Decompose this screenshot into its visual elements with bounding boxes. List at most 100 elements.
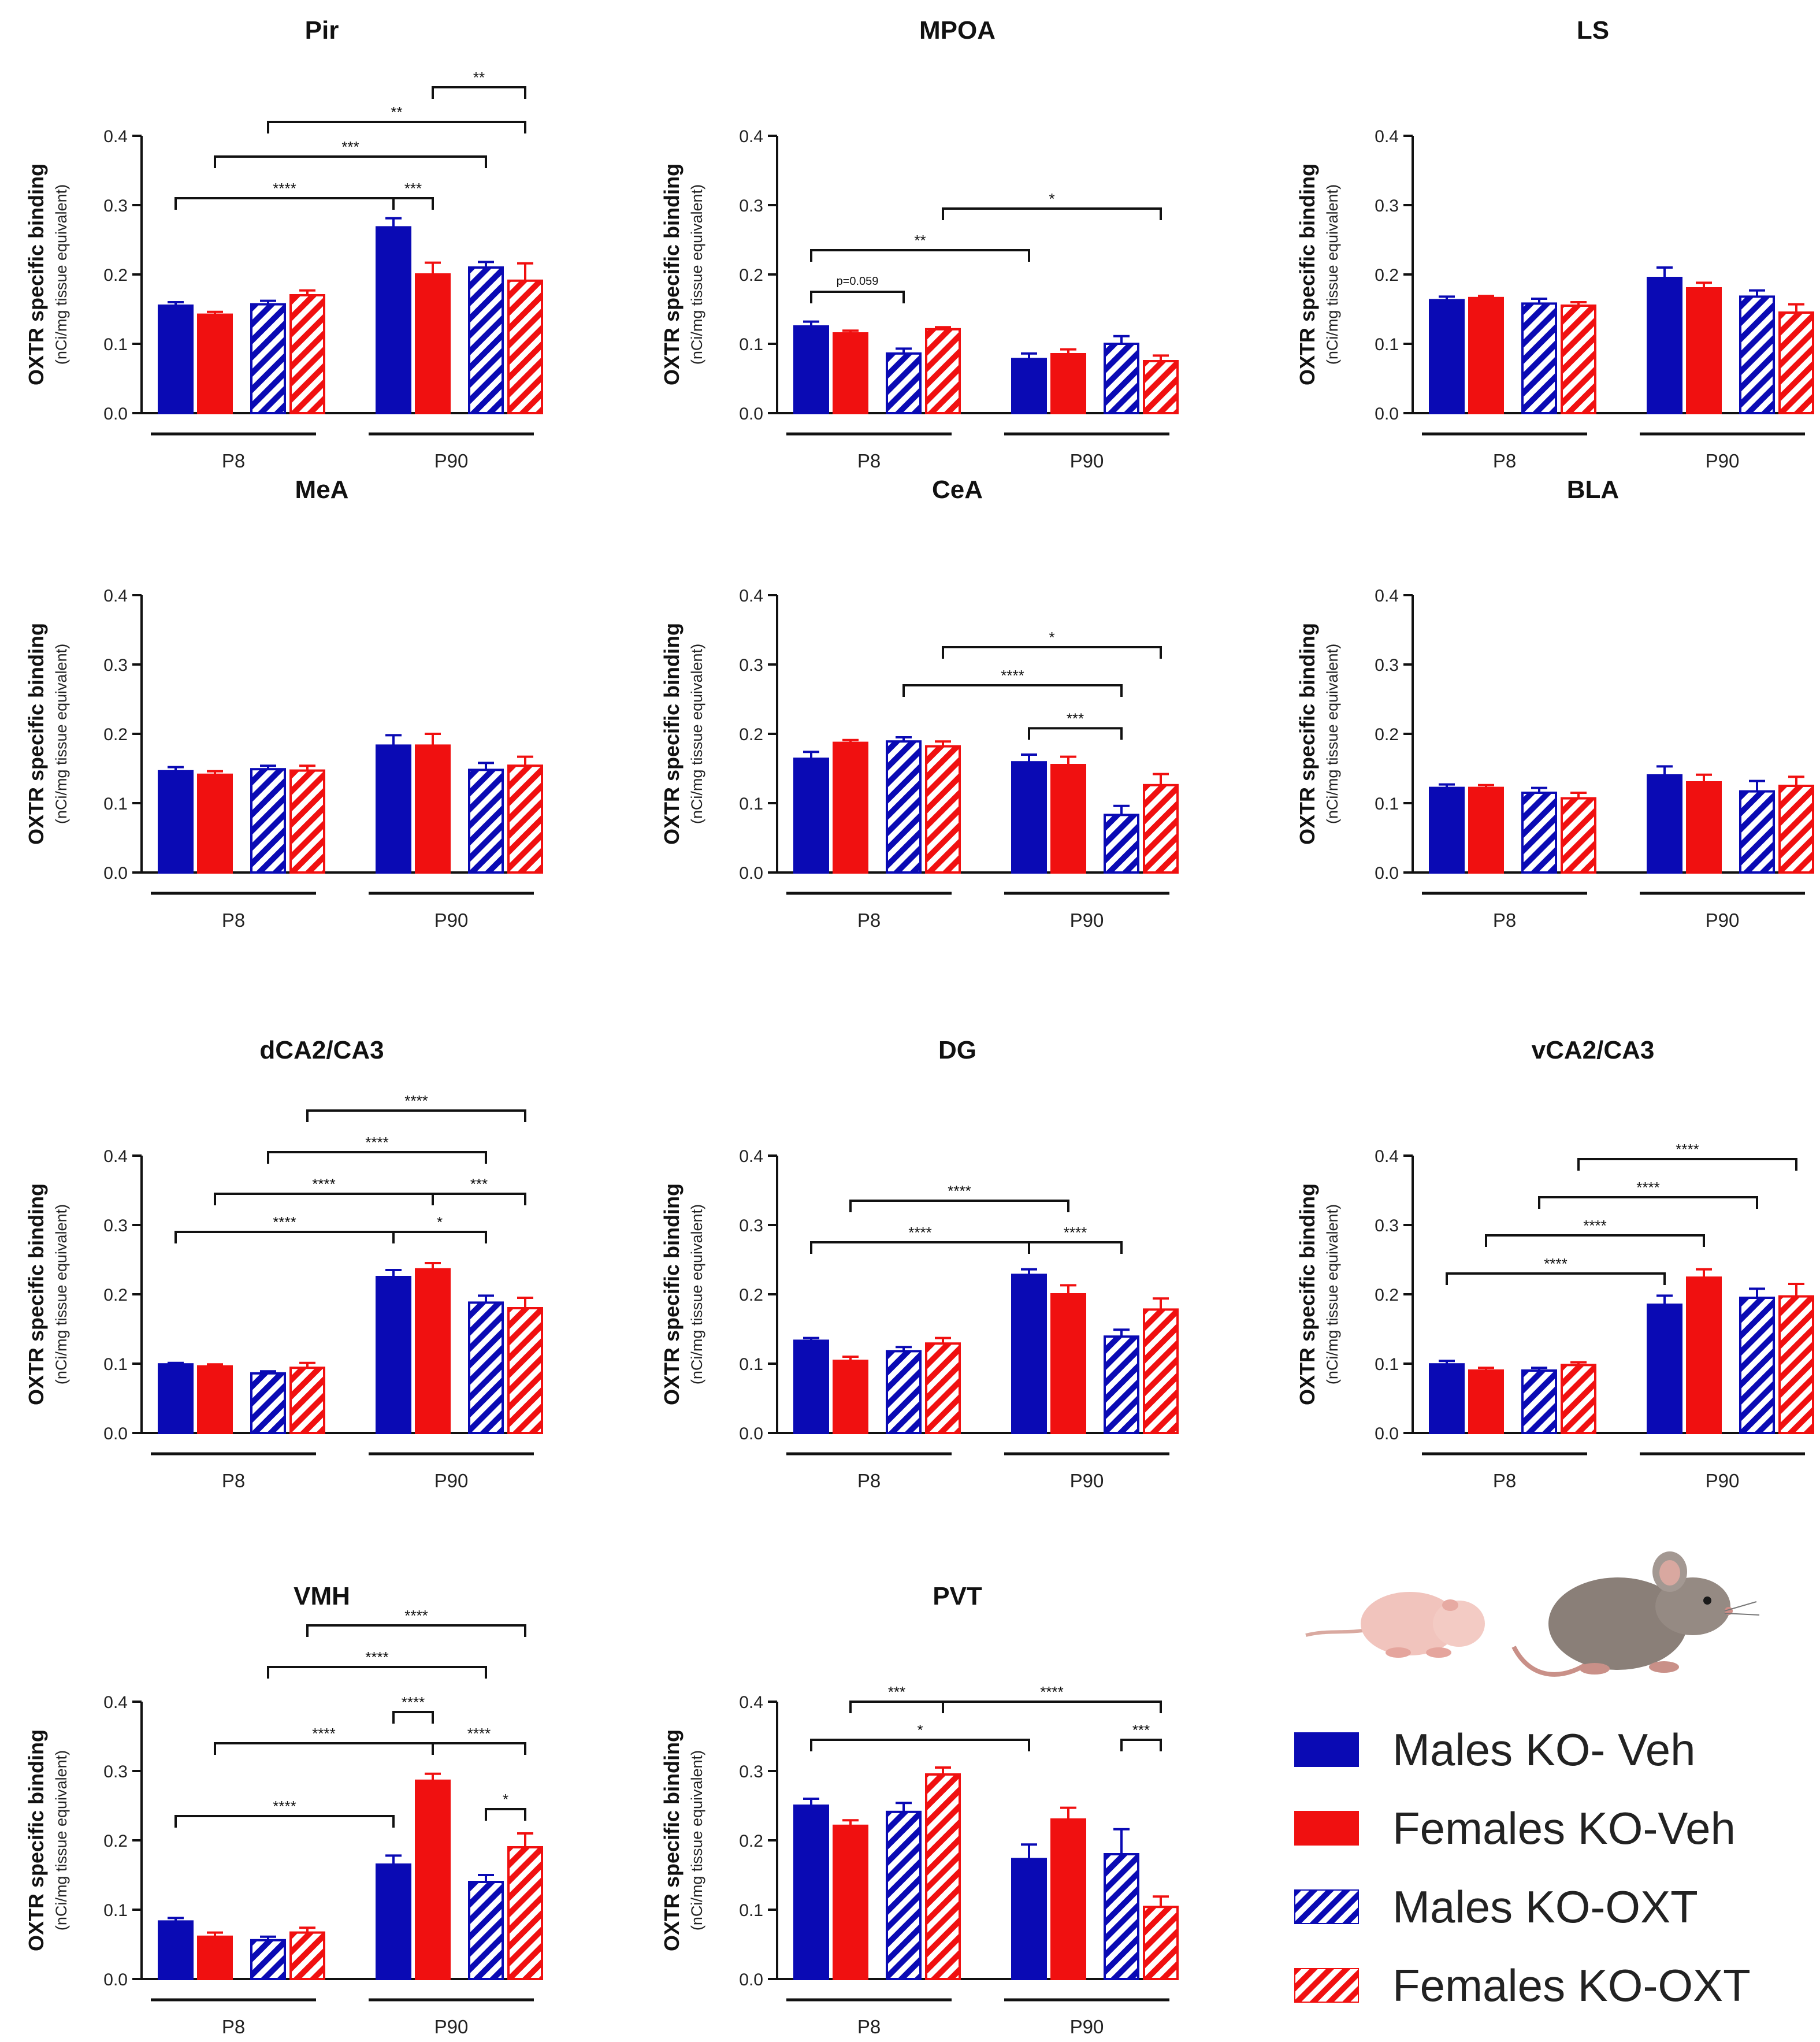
significance-bracket [392,197,434,210]
bar [415,1268,451,1435]
bar [793,1339,829,1434]
y-tick-label: 0.3 [739,1216,763,1235]
bar [289,1367,325,1434]
bar [833,741,868,874]
bar [1011,1274,1047,1434]
bar [886,1350,922,1434]
chart-title: MPOA [919,16,996,44]
bar [289,769,325,874]
bar [1429,786,1465,874]
y-axis-sublabel: (nCi/mg tissue equivalent) [688,1750,705,1930]
significance-label: * [503,1791,508,1808]
bar [1104,1335,1139,1434]
bar [507,1307,543,1434]
y-axis-sublabel: (nCi/mg tissue equivalent) [688,184,705,365]
legend-label: Females KO-OXT [1392,1959,1751,2011]
bar [507,279,543,414]
group-label: P90 [1070,2016,1104,2037]
chart-title: vCA2/CA3 [1532,1036,1655,1064]
bar [1686,1276,1722,1434]
y-axis-label: OXTR specific binding [660,1729,684,1951]
bar [1050,1293,1086,1434]
y-tick-label: 0.2 [1375,266,1399,285]
significance-label: **** [312,1175,335,1193]
y-axis-sublabel: (nCi/mg tissue equivalent) [53,1750,70,1930]
bar [1521,302,1557,415]
bar [1011,358,1047,415]
y-axis-sublabel: (nCi/mg tissue equivalent) [688,644,705,824]
y-tick-label: 0.2 [739,1832,763,1851]
y-tick-label: 0.0 [103,1424,128,1443]
group-label: P8 [1493,909,1516,931]
y-tick-label: 0.4 [739,1147,763,1166]
legend-item-females-oxt: Females KO-OXT [1294,1946,1803,2025]
y-tick-label: 0.3 [1375,1216,1399,1235]
y-tick-label: 0.2 [103,266,128,285]
bar [833,1824,868,1981]
y-tick-label: 0.4 [1375,586,1399,606]
bar [1647,774,1682,874]
group-label: P8 [222,1470,245,1491]
y-tick-label: 0.4 [103,1147,128,1166]
y-tick-label: 0.0 [1375,1424,1399,1443]
y-tick-label: 0.0 [103,404,128,424]
group-label: P8 [222,450,245,471]
legend-item-females-veh: Females KO-Veh [1294,1789,1803,1867]
bar [1468,296,1504,414]
y-axis-label: OXTR specific binding [24,623,48,845]
bar [1104,814,1139,874]
bar [1143,360,1179,414]
bar [507,764,543,874]
significance-bracket [942,207,1162,220]
bar [1739,1297,1775,1434]
significance-bracket [267,1666,487,1679]
bar [1104,343,1139,414]
y-axis-label: OXTR specific binding [24,1183,48,1405]
bar [1686,287,1722,414]
significance-label: **** [402,1694,425,1711]
bar [468,768,504,874]
significance-bracket [392,1711,434,1724]
significance-label: * [437,1213,443,1231]
bar [1778,785,1814,874]
y-tick-label: 0.4 [739,127,763,146]
y-tick-label: 0.3 [739,656,763,675]
bar [197,1365,233,1435]
y-axis-sublabel: (nCi/mg tissue equivalent) [1324,644,1341,824]
bar [468,266,504,414]
y-tick-label: 0.4 [103,127,128,146]
group-label: P90 [434,450,469,471]
y-tick-label: 0.2 [103,725,128,744]
significance-bracket [849,1200,1069,1212]
group-label: P90 [1706,450,1740,471]
y-tick-label: 0.4 [1375,1147,1399,1166]
significance-label: **** [273,1798,296,1815]
y-tick-label: 0.1 [103,335,128,354]
y-tick-label: 0.4 [103,1693,128,1712]
chart-title: DG [938,1036,976,1064]
legend-swatch [1294,1811,1359,1846]
panel-cea: CeA 0.0 0.1 0.2 0.3 0.4 OXTR specific binding(… [660,476,1179,931]
y-tick-label: 0.1 [103,794,128,814]
chart-title: VMH [294,1582,350,1610]
y-tick-label: 0.2 [739,266,763,285]
group-label: P90 [434,2016,469,2037]
y-tick-label: 0.3 [103,1762,128,1781]
y-axis-sublabel: (nCi/mg tissue equivalent) [1324,184,1341,365]
significance-bracket [849,1701,944,1713]
significance-label: **** [365,1134,388,1151]
y-axis-label: OXTR specific binding [660,164,684,385]
y-tick-label: 0.2 [1375,1286,1399,1305]
significance-bracket [432,1193,526,1205]
bar [250,768,286,874]
bar [925,1342,961,1434]
bar [1778,1295,1814,1435]
chart-title: dCA2/CA3 [259,1036,384,1064]
y-tick-label: 0.0 [739,404,763,424]
significance-bracket [1577,1158,1797,1171]
significance-bracket [902,684,1123,697]
legend-label: Males KO-OXT [1392,1881,1698,1932]
panel-mea: MeA 0.0 0.1 0.2 0.3 0.4 OXTR specific binding(… [24,476,543,931]
group-label: P8 [222,909,245,931]
